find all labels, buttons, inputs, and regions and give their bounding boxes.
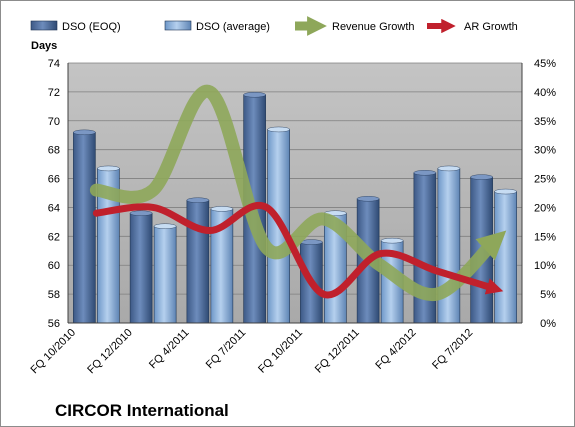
left-tick-label: 74 — [48, 58, 60, 70]
legend-label: Revenue Growth — [332, 21, 415, 33]
bar-top — [494, 188, 517, 195]
revenue-growth-line — [89, 84, 507, 302]
legend-label: AR Growth — [464, 21, 518, 33]
bar-dso-eoq — [129, 212, 153, 324]
right-tick-label: 20% — [534, 202, 556, 214]
right-tick-label: 40% — [534, 87, 556, 99]
left-tick-label: 72 — [48, 87, 60, 99]
right-tick-label: 10% — [534, 260, 556, 272]
x-tick-label: FQ 4/2011 — [147, 327, 192, 372]
bar-top — [380, 237, 404, 244]
left-tick-label: 68 — [48, 145, 60, 157]
bar-top — [413, 170, 437, 176]
left-tick-label: 64 — [48, 202, 60, 214]
bar-dso-average — [494, 191, 517, 324]
left-tick-label: 62 — [48, 231, 60, 243]
axes — [67, 63, 523, 324]
legend: DSO (EOQ) DSO (average) Revenue Growth AR G… — [30, 16, 518, 36]
x-tick-label: FQ 7/2011 — [204, 327, 249, 372]
bar-top — [186, 197, 210, 203]
right-axis-ticks: 0% 5% 10% 15% 20% 25% 30% 35% 40% 45% — [534, 58, 556, 330]
bar-top — [267, 126, 290, 133]
legend-item: DSO (EOQ) — [30, 20, 121, 33]
bar-top — [129, 210, 153, 216]
right-tick-label: 35% — [534, 116, 556, 128]
bar-top — [470, 174, 493, 180]
legend-label: DSO (EOQ) — [62, 21, 121, 33]
x-tick-label: FQ 4/2012 — [373, 327, 418, 372]
bar-dso-eoq — [186, 199, 210, 324]
x-tick-label: FQ 12/2011 — [313, 327, 362, 376]
x-tick-label: FQ 12/2010 — [85, 327, 135, 377]
legend-item: Revenue Growth — [295, 16, 415, 36]
legend-label: DSO (average) — [196, 21, 270, 33]
x-tick-label: FQ 10/2010 — [29, 327, 79, 377]
bar-dso-average — [153, 225, 177, 324]
bar-top — [243, 92, 266, 98]
bar-top — [73, 129, 96, 136]
bar-top — [356, 196, 380, 202]
brand-label: CIRCOR International — [55, 401, 229, 420]
left-tick-label: 58 — [48, 289, 60, 301]
bar-top — [210, 206, 234, 212]
legend-swatch — [164, 20, 192, 31]
bar-dso-average — [437, 168, 461, 324]
legend-item: DSO (average) — [164, 20, 270, 33]
right-tick-label: 5% — [540, 289, 556, 301]
left-tick-label: 60 — [48, 260, 60, 272]
left-tick-label: 66 — [48, 174, 60, 186]
right-tick-label: 25% — [534, 174, 556, 186]
right-tick-label: 0% — [540, 318, 556, 330]
x-axis-ticks: FQ 10/2010 FQ 12/2010 FQ 4/2011 FQ 7/2011 FQ… — [29, 327, 476, 377]
ar-growth-line — [92, 201, 504, 299]
legend-swatch — [30, 20, 58, 31]
x-tick-label: FQ 10/2011 — [256, 327, 305, 376]
left-axis-label: Days — [31, 40, 57, 52]
left-tick-label: 56 — [48, 318, 60, 330]
right-tick-label: 15% — [534, 231, 556, 243]
bar-top — [437, 165, 461, 172]
growth-lines — [89, 84, 507, 302]
bar-dso-eoq — [73, 132, 96, 324]
x-tick-label: FQ 7/2012 — [430, 327, 475, 372]
right-tick-label: 30% — [534, 145, 556, 157]
bar-top — [153, 223, 177, 229]
left-axis-ticks: 56 58 60 62 64 66 68 70 72 74 — [48, 58, 60, 330]
left-tick-label: 70 — [48, 116, 60, 128]
legend-item: AR Growth — [427, 18, 518, 34]
right-tick-label: 45% — [534, 58, 556, 70]
bar-top — [97, 165, 120, 172]
